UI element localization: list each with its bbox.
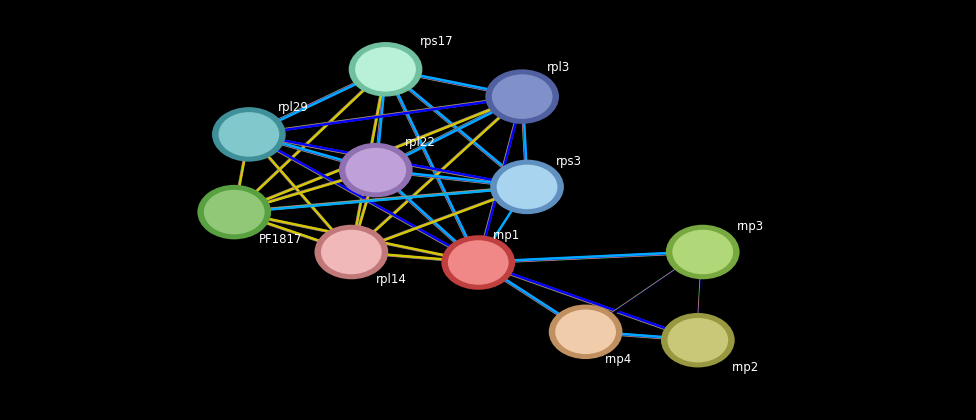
Ellipse shape xyxy=(496,164,558,210)
Ellipse shape xyxy=(203,189,265,235)
Ellipse shape xyxy=(218,111,280,158)
Ellipse shape xyxy=(441,235,515,290)
Text: PF1817: PF1817 xyxy=(259,233,303,246)
Text: rpl3: rpl3 xyxy=(547,61,570,74)
Ellipse shape xyxy=(320,229,383,275)
Ellipse shape xyxy=(667,317,729,363)
Text: rpl14: rpl14 xyxy=(376,273,407,286)
Ellipse shape xyxy=(212,107,286,162)
Ellipse shape xyxy=(345,147,407,193)
Ellipse shape xyxy=(491,74,553,120)
Ellipse shape xyxy=(666,225,740,279)
Ellipse shape xyxy=(197,185,271,239)
Ellipse shape xyxy=(354,46,417,92)
Text: rps3: rps3 xyxy=(556,155,583,168)
Text: rps17: rps17 xyxy=(420,36,453,48)
Ellipse shape xyxy=(549,304,623,359)
Ellipse shape xyxy=(485,69,559,124)
Ellipse shape xyxy=(671,229,734,275)
Ellipse shape xyxy=(314,225,388,279)
Text: rnp4: rnp4 xyxy=(605,353,632,365)
Ellipse shape xyxy=(339,143,413,197)
Ellipse shape xyxy=(490,160,564,214)
Text: rnp1: rnp1 xyxy=(493,229,520,241)
Text: rpl29: rpl29 xyxy=(278,101,309,113)
Ellipse shape xyxy=(348,42,423,97)
Text: rnp2: rnp2 xyxy=(732,361,759,374)
Text: rpl22: rpl22 xyxy=(405,136,436,149)
Ellipse shape xyxy=(447,239,509,286)
Ellipse shape xyxy=(661,313,735,368)
Ellipse shape xyxy=(554,309,617,355)
Text: rnp3: rnp3 xyxy=(737,220,764,233)
